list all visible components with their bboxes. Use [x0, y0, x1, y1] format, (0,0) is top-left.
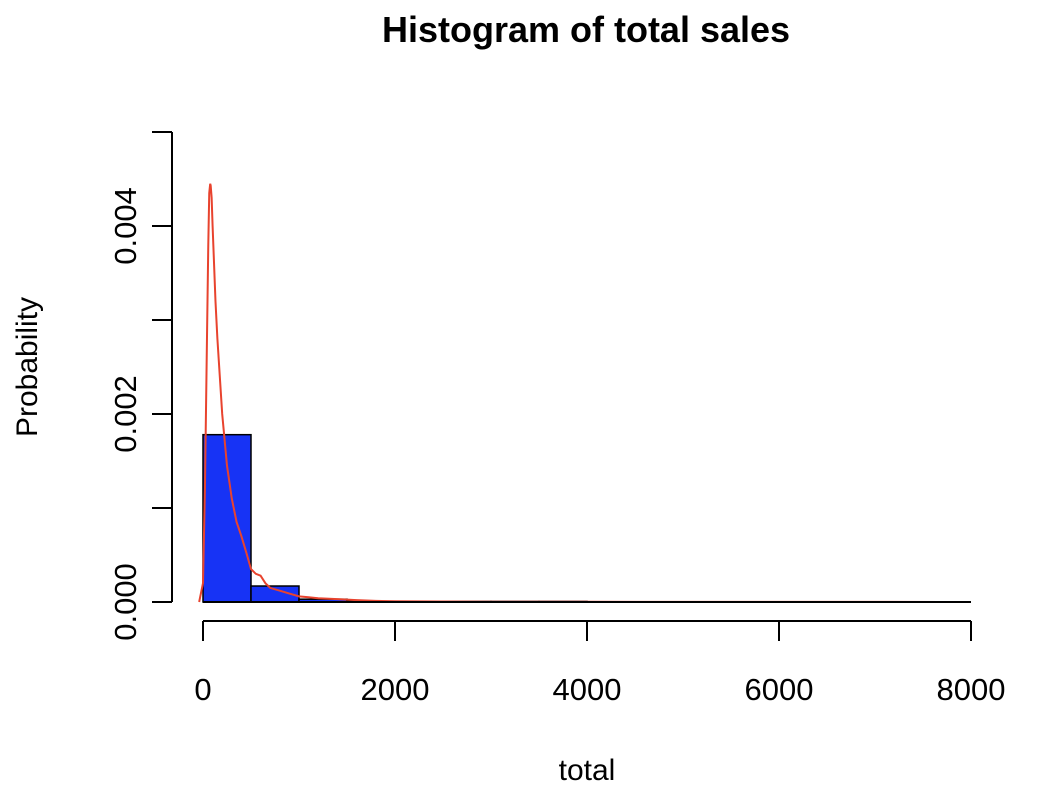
x-tick-label: 8000	[937, 672, 1006, 707]
x-tick-label: 4000	[553, 672, 622, 707]
x-tick-label: 6000	[745, 672, 814, 707]
x-axis: 0 2000 4000 6000 8000	[194, 620, 1006, 707]
y-axis: 0.000 0.002 0.004	[108, 131, 173, 641]
density-curve	[198, 183, 941, 603]
chart-title: Histogram of total sales	[382, 9, 790, 50]
x-tick-label: 0	[194, 672, 211, 707]
x-axis-label: total	[559, 754, 616, 787]
y-tick-label: 0.000	[108, 563, 143, 641]
y-axis-label: Probability	[11, 297, 44, 437]
x-tick-label: 2000	[361, 672, 430, 707]
y-tick-label: 0.004	[108, 187, 143, 265]
y-tick-label: 0.002	[108, 375, 143, 453]
